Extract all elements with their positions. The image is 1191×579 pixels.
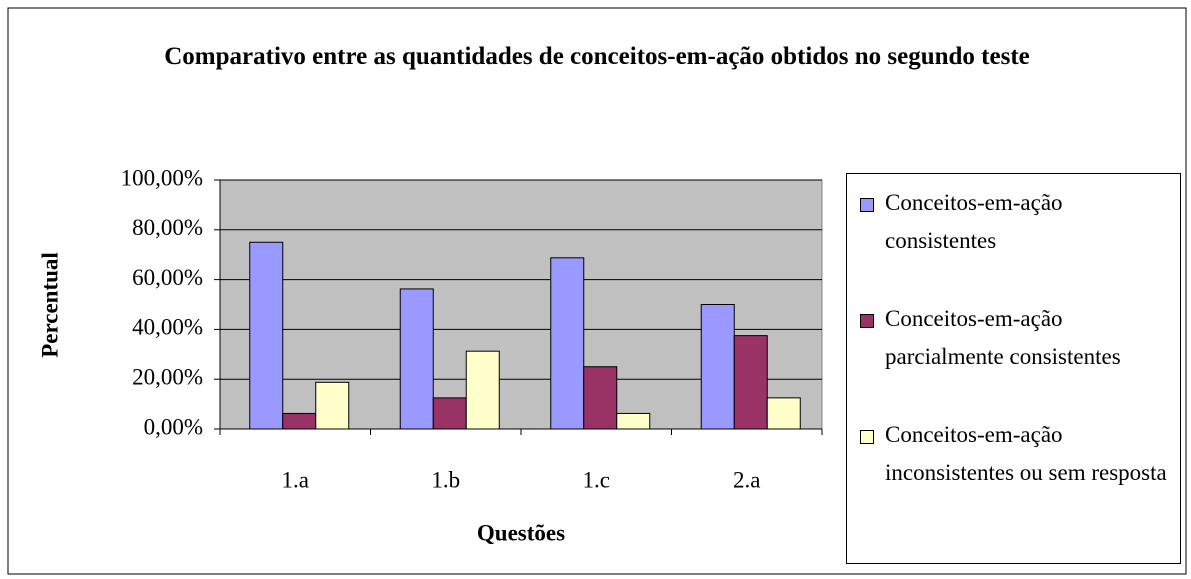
legend: Conceitos-em-ação consistentes Conceitos-… bbox=[846, 173, 1181, 564]
y-tick-label: 60,00% bbox=[132, 265, 203, 290]
legend-label: Conceitos-em-ação consistentes bbox=[885, 190, 1063, 253]
bar bbox=[583, 366, 618, 430]
bar bbox=[465, 350, 500, 430]
chart-title: Comparativo entre as quantidades de conc… bbox=[164, 43, 1030, 70]
legend-label: Conceitos-em-ação parcialmente consisten… bbox=[885, 306, 1121, 369]
y-axis-label: Percentual bbox=[37, 252, 62, 358]
x-axis-label: Questões bbox=[477, 520, 565, 545]
legend-swatch bbox=[860, 198, 874, 212]
bar bbox=[766, 397, 801, 430]
x-tick-label: 1.b bbox=[431, 467, 460, 492]
bar bbox=[616, 412, 651, 430]
x-tick-label: 1.c bbox=[583, 467, 610, 492]
legend-entry: Conceitos-em-ação inconsistentes ou sem … bbox=[847, 416, 1175, 492]
bar bbox=[733, 335, 768, 430]
bar bbox=[399, 288, 434, 430]
y-tick-label: 100,00% bbox=[121, 165, 203, 190]
bar bbox=[432, 397, 467, 430]
x-tick-label: 1.a bbox=[282, 467, 309, 492]
bar bbox=[315, 381, 350, 430]
y-tick-label: 80,00% bbox=[132, 215, 203, 240]
legend-entry: Conceitos-em-ação consistentes bbox=[847, 184, 1175, 260]
legend-label: Conceitos-em-ação inconsistentes ou sem … bbox=[885, 422, 1167, 485]
bar bbox=[700, 304, 735, 430]
y-tick-label: 0,00% bbox=[144, 414, 203, 439]
y-tick-label: 40,00% bbox=[132, 315, 203, 340]
bar bbox=[550, 257, 585, 430]
y-tick-label: 20,00% bbox=[132, 364, 203, 389]
bar bbox=[282, 412, 317, 430]
x-tick-label: 2.a bbox=[733, 467, 760, 492]
legend-entry: Conceitos-em-ação parcialmente consisten… bbox=[847, 300, 1175, 376]
bar bbox=[249, 241, 284, 430]
legend-swatch bbox=[860, 430, 874, 444]
legend-swatch bbox=[860, 314, 874, 328]
